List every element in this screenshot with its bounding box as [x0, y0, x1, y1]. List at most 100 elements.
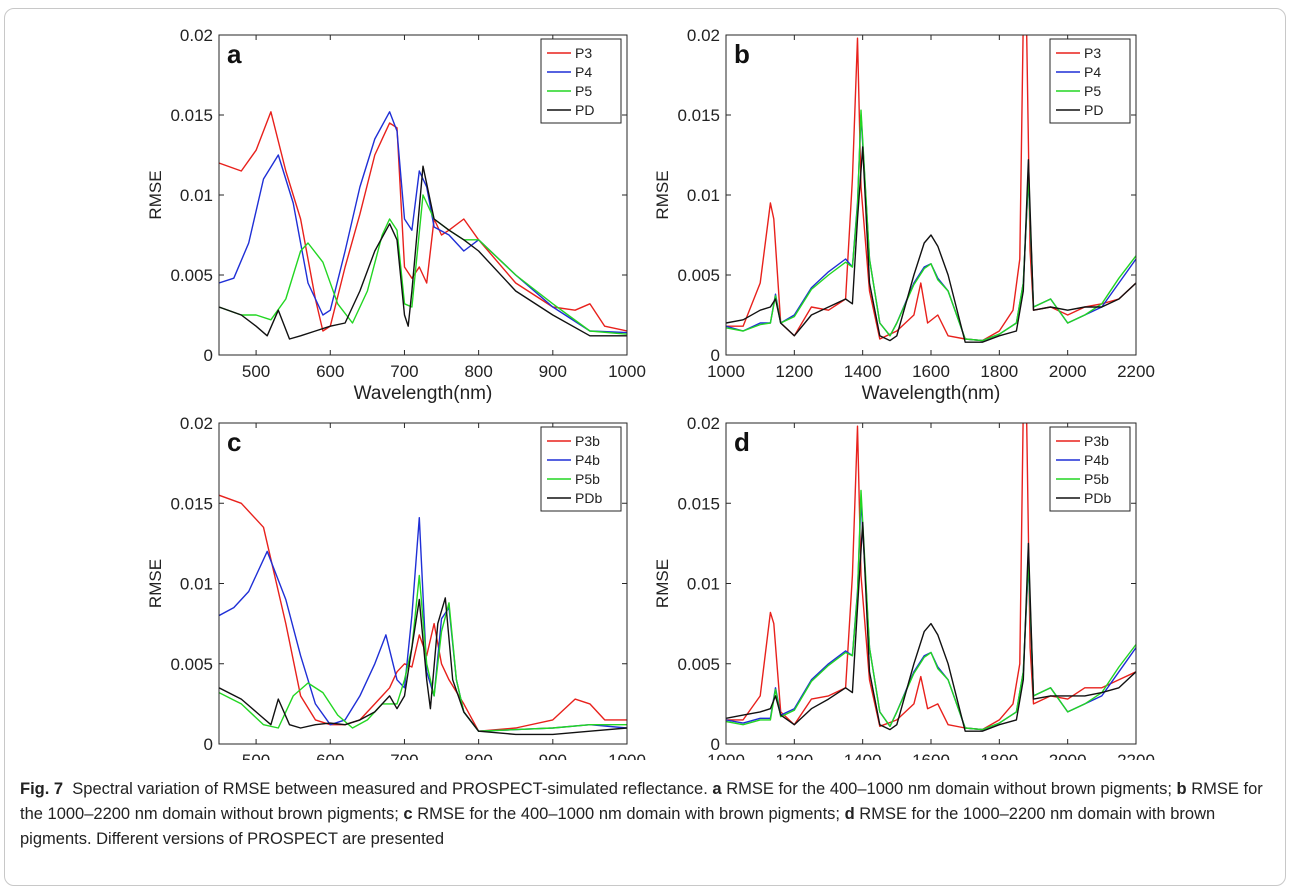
x-tick-label: 1400	[844, 362, 882, 381]
y-axis-label: RMSE	[653, 170, 672, 219]
y-tick-label: 0.02	[180, 414, 213, 433]
x-tick-label: 2200	[1117, 751, 1155, 760]
legend-label-P5b: P5b	[575, 471, 600, 487]
y-axis-label: RMSE	[146, 170, 165, 219]
x-tick-label: 2000	[1049, 751, 1087, 760]
x-tick-label: 1000	[608, 751, 646, 760]
x-tick-label: 900	[539, 362, 567, 381]
y-axis-label: RMSE	[146, 559, 165, 608]
y-tick-label: 0.02	[180, 26, 213, 45]
legend-label-P3b: P3b	[1084, 433, 1109, 449]
series-line-P5b	[726, 489, 1136, 731]
chart-panel-d: 100012001400160018002000220000.0050.010.…	[653, 414, 1155, 793]
legend-label-PD: PD	[575, 102, 594, 118]
x-axis-label: Wavelength(nm)	[862, 383, 1001, 404]
series-line-PDb	[726, 521, 1136, 732]
y-tick-label: 0.01	[180, 575, 213, 594]
legend-label-PDb: PDb	[1084, 490, 1111, 506]
caption-letter-a: a	[712, 780, 722, 798]
y-tick-label: 0.01	[687, 575, 720, 594]
y-tick-label: 0.015	[170, 106, 213, 125]
series-line-P5	[219, 194, 627, 335]
chart-panel-c: 500600700800900100000.0050.010.0150.02Wa…	[146, 414, 646, 793]
x-tick-label: 2200	[1117, 362, 1155, 381]
caption-part-c: RMSE for the 400–1000 nm domain with bro…	[417, 805, 841, 823]
x-tick-label: 800	[464, 751, 492, 760]
series-group	[726, 35, 1136, 343]
x-tick-label: 1800	[980, 362, 1018, 381]
x-tick-label: 600	[316, 362, 344, 381]
series-group	[219, 494, 627, 736]
legend-label-P3: P3	[1084, 45, 1101, 61]
figure-caption: Fig. 7 Spectral variation of RMSE betwee…	[20, 777, 1276, 852]
x-tick-label: 500	[242, 362, 270, 381]
series-line-PDb	[219, 597, 627, 736]
y-axis-label: RMSE	[653, 559, 672, 608]
x-tick-label: 700	[390, 362, 418, 381]
legend-label-P3b: P3b	[575, 433, 600, 449]
legend-label-P5: P5	[575, 83, 592, 99]
panel-label-d: d	[734, 427, 750, 457]
y-tick-label: 0.02	[687, 414, 720, 433]
x-tick-label: 1200	[775, 362, 813, 381]
caption-part-d: RMSE for the 1000–2200 nm domain with br…	[20, 805, 1216, 848]
legend-label-P4b: P4b	[1084, 452, 1109, 468]
caption-intro: Spectral variation of RMSE between measu…	[72, 780, 708, 798]
legend-label-PD: PD	[1084, 102, 1103, 118]
legend-label-P5: P5	[1084, 83, 1101, 99]
x-tick-label: 1800	[980, 751, 1018, 760]
legend-label-P4b: P4b	[575, 452, 600, 468]
y-tick-label: 0.005	[677, 266, 720, 285]
panel-label-c: c	[227, 427, 241, 457]
x-tick-label: 1600	[912, 751, 950, 760]
x-tick-label: 1400	[844, 751, 882, 760]
series-line-P3	[219, 111, 627, 332]
y-tick-label: 0.02	[687, 26, 720, 45]
panel-label-a: a	[227, 39, 242, 69]
x-tick-label: 1000	[707, 362, 745, 381]
caption-letter-c: c	[403, 805, 413, 823]
y-tick-label: 0.015	[170, 494, 213, 513]
x-tick-label: 500	[242, 751, 270, 760]
legend-label-PDb: PDb	[575, 490, 602, 506]
x-tick-label: 1000	[608, 362, 646, 381]
x-tick-label: 2000	[1049, 362, 1087, 381]
y-tick-label: 0.005	[170, 655, 213, 674]
series-group	[219, 111, 627, 340]
y-tick-label: 0.005	[677, 655, 720, 674]
legend-label-P5b: P5b	[1084, 471, 1109, 487]
x-tick-label: 600	[316, 751, 344, 760]
y-tick-label: 0	[204, 346, 213, 365]
y-tick-label: 0.015	[677, 106, 720, 125]
y-tick-label: 0	[204, 735, 213, 754]
x-tick-label: 1200	[775, 751, 813, 760]
caption-letter-d: d	[844, 805, 855, 823]
y-tick-label: 0.015	[677, 494, 720, 513]
caption-part-a: RMSE for the 400–1000 nm domain without …	[726, 780, 1172, 798]
chart-panel-a: 500 600 700 800 900 1000 0 0.005 0.01 0.015 0.02 Wa…	[146, 26, 646, 404]
x-tick-label: 1600	[912, 362, 950, 381]
x-axis-label: Wavelength(nm)	[354, 383, 493, 404]
series-line-PD	[726, 146, 1136, 343]
caption-part-b: RMSE for the 1000–2200 nm domain without…	[20, 780, 1263, 823]
y-tick-label: 0	[711, 735, 720, 754]
x-tick-label: 900	[539, 751, 567, 760]
x-tick-label: 800	[464, 362, 492, 381]
y-tick-label: 0.01	[687, 186, 720, 205]
charts-area: 500 600 700 800 900 1000 0 0.005 0.01 0.015 0.02 Wa…	[146, 26, 1155, 793]
series-line-P4	[219, 111, 627, 334]
chart-panel-b: 1000 1200 1400 1600 1800 2000 2200 0 0.005 0.01 0.…	[653, 26, 1155, 404]
panel-label-b: b	[734, 39, 750, 69]
legend-label-P4: P4	[575, 64, 592, 80]
y-tick-label: 0.01	[180, 186, 213, 205]
caption-fig-label: Fig. 7	[20, 780, 64, 798]
caption-letter-b: b	[1176, 780, 1187, 798]
legend-label-P4: P4	[1084, 64, 1101, 80]
series-line-P3b	[219, 494, 627, 732]
series-group	[726, 423, 1136, 732]
y-tick-label: 0.005	[170, 266, 213, 285]
y-tick-label: 0	[711, 346, 720, 365]
legend-label-P3: P3	[575, 45, 592, 61]
series-line-P4	[726, 114, 1136, 342]
charts-svg: 500 600 700 800 900 100000.0050.010.0150.02Wa…	[146, 26, 1155, 793]
